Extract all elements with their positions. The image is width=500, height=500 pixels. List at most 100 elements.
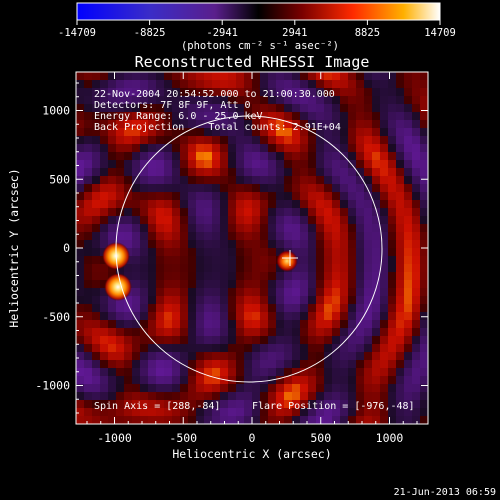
pattern-cell — [84, 360, 92, 368]
pattern-cell — [180, 192, 188, 200]
pattern-cell — [372, 184, 380, 192]
pattern-cell — [108, 152, 116, 160]
pattern-cell — [148, 408, 156, 416]
pattern-cell — [204, 184, 212, 192]
pattern-cell — [396, 312, 404, 320]
pattern-cell — [236, 400, 244, 408]
pattern-cell — [188, 168, 196, 176]
pattern-cell — [108, 184, 116, 192]
pattern-cell — [356, 96, 364, 104]
pattern-cell — [292, 280, 300, 288]
pattern-cell — [372, 296, 380, 304]
pattern-cell — [220, 112, 228, 120]
pattern-cell — [380, 248, 388, 256]
pattern-cell — [108, 408, 116, 416]
pattern-cell — [228, 280, 236, 288]
pattern-cell — [356, 88, 364, 96]
pattern-cell — [204, 160, 212, 168]
pattern-cell — [140, 136, 148, 144]
pattern-cell — [300, 240, 308, 248]
pattern-cell — [340, 72, 348, 80]
pattern-cell — [108, 200, 116, 208]
pattern-cell — [396, 256, 404, 264]
pattern-cell — [260, 216, 268, 224]
pattern-cell — [324, 360, 332, 368]
pattern-cell — [188, 280, 196, 288]
pattern-cell — [76, 384, 84, 392]
pattern-cell — [228, 176, 236, 184]
pattern-cell — [356, 328, 364, 336]
pattern-cell — [300, 200, 308, 208]
pattern-cell — [164, 200, 172, 208]
pattern-cell — [212, 232, 220, 240]
pattern-cell — [372, 280, 380, 288]
pattern-cell — [92, 168, 100, 176]
pattern-cell — [132, 400, 140, 408]
pattern-cell — [204, 168, 212, 176]
pattern-cell — [220, 248, 228, 256]
pattern-cell — [244, 136, 252, 144]
pattern-cell — [100, 392, 108, 400]
pattern-cell — [260, 368, 268, 376]
footer-timestamp: 21-Jun-2013 06:59 — [394, 487, 496, 498]
pattern-cell — [140, 248, 148, 256]
pattern-cell — [412, 240, 420, 248]
pattern-cell — [412, 184, 420, 192]
pattern-cell — [116, 232, 124, 240]
pattern-cell — [92, 224, 100, 232]
pattern-cell — [404, 344, 412, 352]
pattern-cell — [156, 400, 164, 408]
pattern-cell — [196, 368, 204, 376]
pattern-cell — [388, 232, 396, 240]
pattern-cell — [380, 256, 388, 264]
pattern-cell — [108, 136, 116, 144]
pattern-cell — [84, 400, 92, 408]
pattern-cell — [308, 136, 316, 144]
pattern-cell — [172, 320, 180, 328]
pattern-cell — [412, 376, 420, 384]
pattern-cell — [372, 312, 380, 320]
pattern-cell — [244, 416, 252, 424]
pattern-cell — [124, 80, 132, 88]
pattern-cell — [108, 80, 116, 88]
pattern-cell — [180, 312, 188, 320]
pattern-cell — [292, 400, 300, 408]
pattern-cell — [164, 360, 172, 368]
pattern-cell — [140, 184, 148, 192]
pattern-cell — [148, 352, 156, 360]
pattern-cell — [188, 376, 196, 384]
pattern-cell — [340, 280, 348, 288]
pattern-cell — [236, 256, 244, 264]
pattern-cell — [252, 296, 260, 304]
pattern-cell — [308, 256, 316, 264]
pattern-cell — [228, 112, 236, 120]
pattern-cell — [220, 136, 228, 144]
pattern-cell — [212, 248, 220, 256]
pattern-cell — [148, 128, 156, 136]
pattern-cell — [396, 360, 404, 368]
pattern-cell — [124, 336, 132, 344]
pattern-cell — [412, 392, 420, 400]
pattern-cell — [212, 392, 220, 400]
pattern-cell — [132, 136, 140, 144]
pattern-cell — [132, 120, 140, 128]
pattern-cell — [76, 336, 84, 344]
pattern-cell — [324, 232, 332, 240]
pattern-cell — [276, 312, 284, 320]
pattern-cell — [204, 240, 212, 248]
pattern-cell — [180, 240, 188, 248]
pattern-cell — [380, 136, 388, 144]
pattern-cell — [252, 128, 260, 136]
pattern-cell — [76, 312, 84, 320]
pattern-cell — [388, 280, 396, 288]
pattern-cell — [92, 152, 100, 160]
pattern-cell — [132, 320, 140, 328]
pattern-cell — [356, 400, 364, 408]
pattern-cell — [164, 208, 172, 216]
pattern-cell — [396, 384, 404, 392]
pattern-cell — [340, 328, 348, 336]
pattern-cell — [388, 328, 396, 336]
pattern-cell — [132, 224, 140, 232]
pattern-cell — [284, 144, 292, 152]
pattern-cell — [116, 176, 124, 184]
